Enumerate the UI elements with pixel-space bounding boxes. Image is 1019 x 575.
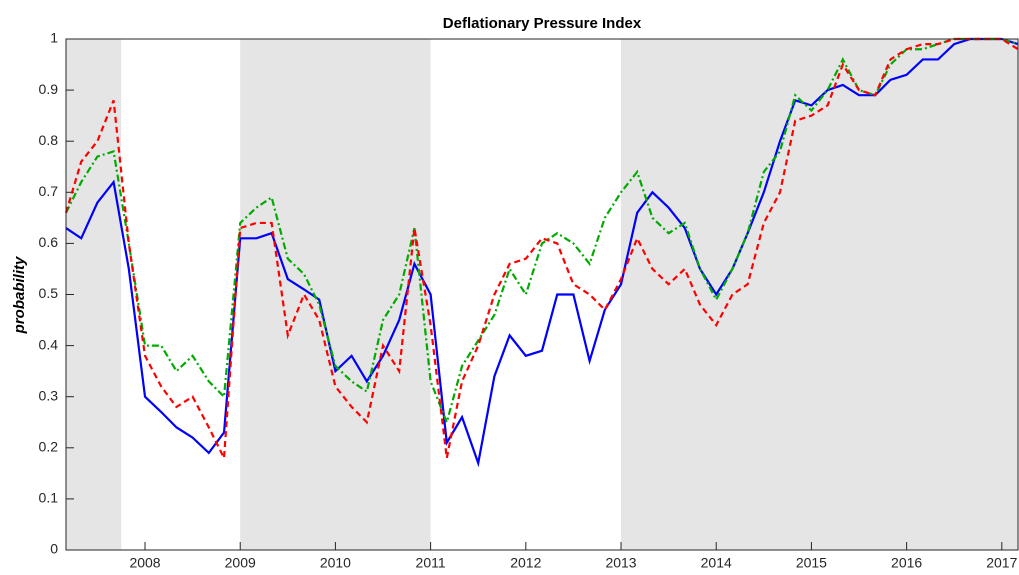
y-tick-label: 0.1: [39, 490, 59, 506]
y-tick-label: 1: [50, 30, 58, 46]
x-tick-label: 2009: [225, 555, 256, 571]
x-tick-label: 2010: [320, 555, 351, 571]
y-tick-label: 0.3: [39, 387, 59, 403]
shaded-region: [240, 39, 431, 550]
y-tick-label: 0.5: [39, 285, 59, 301]
y-tick-label: 0.9: [39, 81, 59, 97]
y-tick-label: 0: [50, 541, 58, 557]
x-tick-label: 2012: [510, 555, 541, 571]
x-tick-label: 2013: [605, 555, 636, 571]
shaded-region: [621, 39, 1018, 550]
x-tick-label: 2011: [416, 555, 446, 571]
x-tick-label: 2016: [891, 555, 922, 571]
chart-title: Deflationary Pressure Index: [443, 15, 642, 32]
shaded-region: [66, 39, 122, 550]
y-tick-label: 0.8: [39, 132, 59, 148]
series-line: [65, 37, 1019, 426]
y-tick-label: 0.7: [39, 183, 59, 199]
y-tick-label: 0.4: [39, 336, 59, 352]
plot-frame: [65, 38, 1019, 551]
x-tick-label: 2008: [129, 555, 160, 571]
x-tick-label: 2017: [986, 555, 1017, 571]
y-tick-label: 0.2: [39, 439, 59, 455]
series-line: [64, 37, 1019, 463]
x-tick-label: 2014: [701, 555, 732, 571]
series-line: [65, 37, 1019, 468]
x-tick-label: 2015: [796, 555, 827, 571]
y-tick-label: 0.6: [39, 234, 59, 250]
y-axis-label: probability: [11, 256, 28, 334]
